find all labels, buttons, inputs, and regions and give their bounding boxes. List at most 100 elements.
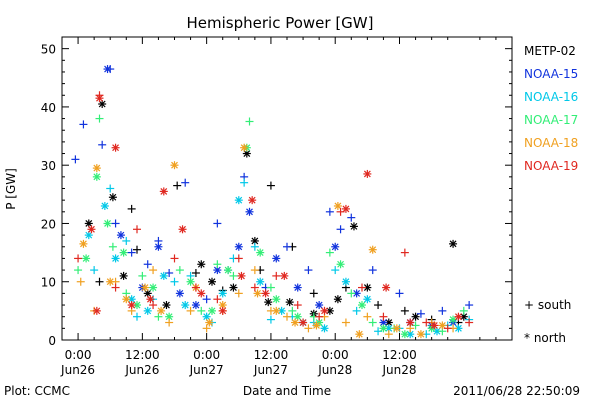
- data-point-north: [293, 283, 302, 292]
- data-point-south: [213, 295, 222, 304]
- x-tick-label-date: Jun27: [189, 363, 224, 377]
- data-point-north: [224, 266, 233, 275]
- legend-entry: NOAA-18: [524, 136, 578, 150]
- footer-credit: Plot: CCMC: [4, 384, 70, 398]
- data-point-north: [349, 222, 358, 231]
- data-point-north: [218, 301, 227, 310]
- data-point-south: [331, 266, 340, 275]
- data-point-north: [127, 301, 136, 310]
- data-point-north: [208, 306, 216, 315]
- data-point-south: [98, 140, 107, 149]
- data-point-south: [283, 312, 291, 321]
- data-point-south: [213, 219, 222, 228]
- data-point-south: [165, 318, 174, 327]
- data-point-south: [266, 283, 275, 292]
- data-point-south: [170, 277, 179, 286]
- y-tick-label: 50: [41, 43, 56, 57]
- data-point-north: [146, 295, 155, 304]
- data-point-south: [315, 312, 324, 321]
- data-point-south: [250, 283, 259, 292]
- data-point-north: [256, 248, 265, 257]
- data-point-south: [234, 289, 243, 298]
- data-point-north: [149, 283, 158, 292]
- legend-south-marker: + south: [524, 298, 571, 312]
- data-point-north: [320, 324, 329, 333]
- data-point-north: [95, 94, 104, 103]
- data-point-north: [234, 242, 243, 251]
- x-tick-label-time: 0:00: [193, 348, 220, 362]
- data-point-north: [159, 187, 168, 196]
- data-point-north: [205, 318, 214, 327]
- data-point-north: [245, 207, 254, 216]
- data-point-north: [175, 289, 184, 298]
- data-point-south: [266, 181, 275, 190]
- data-point-north: [240, 143, 249, 152]
- x-tick-label-time: 0:00: [322, 348, 349, 362]
- data-point-north: [333, 201, 342, 210]
- data-point-north: [111, 254, 120, 263]
- legend: METP-02 NOAA-15 NOAA-16 NOAA-17 NOAA-18 NOAA-…: [524, 44, 578, 173]
- data-point-south: [341, 318, 350, 327]
- data-point-north: [116, 231, 125, 240]
- data-point-north: [159, 271, 168, 280]
- data-point-south: [95, 114, 104, 123]
- data-point-north: [341, 204, 350, 213]
- data-point-south: [149, 266, 158, 275]
- data-point-north: [218, 289, 227, 298]
- data-point-south: [465, 318, 474, 327]
- data-point-south: [181, 178, 190, 187]
- x-tick-label-time: 12:00: [382, 348, 417, 362]
- data-point-south: [400, 306, 409, 315]
- data-point-north: [234, 196, 243, 205]
- y-tick-label: 0: [48, 334, 56, 348]
- data-point-south: [266, 315, 275, 324]
- data-point-north: [368, 245, 377, 254]
- data-point-north: [197, 289, 206, 298]
- data-point-north: [355, 330, 364, 339]
- data-point-south: [352, 306, 361, 315]
- data-point-south: [374, 301, 383, 310]
- data-point-south: [191, 268, 200, 277]
- data-point-north: [218, 306, 227, 315]
- data-point-north: [111, 143, 120, 152]
- y-tick-label: 40: [41, 101, 56, 115]
- data-point-south: [90, 266, 99, 275]
- data-point-north: [248, 196, 257, 205]
- data-point-north: [277, 306, 286, 315]
- data-point-north: [382, 283, 391, 292]
- x-tick-label-time: 12:00: [125, 348, 160, 362]
- legend-entry: NOAA-19: [524, 159, 578, 173]
- x-tick-label-date: Jun28: [381, 363, 416, 377]
- data-point-north: [170, 161, 179, 170]
- data-point-north: [108, 193, 117, 202]
- data-point-south: [459, 306, 468, 315]
- data-point-south: [74, 266, 83, 275]
- chart-title: Hemispheric Power [GW]: [187, 14, 374, 32]
- data-point-north: [280, 271, 289, 280]
- data-point-north: [181, 301, 190, 310]
- x-axis-label: Date and Time: [243, 384, 331, 398]
- data-point-north: [103, 65, 112, 74]
- data-point-south: [304, 266, 313, 275]
- data-point-south: [288, 306, 297, 315]
- data-point-south: [368, 266, 377, 275]
- data-point-north: [454, 312, 463, 321]
- data-point-south: [245, 117, 254, 126]
- y-tick-label: 10: [41, 276, 56, 290]
- x-tick-label-time: 0:00: [65, 348, 92, 362]
- data-point-north: [285, 298, 294, 307]
- data-point-south: [79, 120, 88, 129]
- data-point-north: [299, 318, 308, 327]
- axes-group: 010203040500:00Jun2612:00Jun260:00Jun271…: [41, 37, 512, 377]
- data-point-north: [237, 271, 246, 280]
- data-point-south: [272, 271, 281, 280]
- data-point-south: [170, 254, 179, 263]
- data-point-north: [157, 306, 166, 315]
- data-point-north: [400, 330, 409, 339]
- data-point-south: [143, 260, 152, 269]
- data-point-north: [191, 301, 200, 310]
- data-point-south: [95, 277, 104, 286]
- data-point-south: [229, 271, 238, 280]
- data-point-north: [208, 277, 216, 286]
